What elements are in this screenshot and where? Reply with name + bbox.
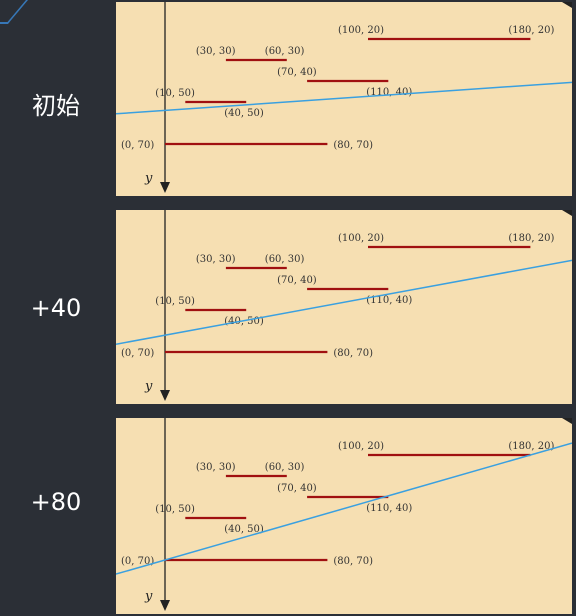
corner-accent <box>0 0 28 24</box>
segment-start-label: (0, 70) <box>121 556 154 567</box>
segment-start-label: (70, 40) <box>277 275 317 286</box>
segment-end-label: (110, 40) <box>366 295 412 306</box>
segment-start-label: (10, 50) <box>155 88 195 99</box>
panel-plus-80: y (100, 20) (180, 20) (30, 30) (60, 30) (70, … <box>116 418 572 614</box>
segment-start-label: (30, 30) <box>196 46 236 57</box>
segment-start-label: (70, 40) <box>277 67 317 78</box>
segment-end-label: (60, 30) <box>265 46 305 57</box>
segment-end-label: (60, 30) <box>265 254 305 265</box>
segment-end-label: (60, 30) <box>265 462 305 473</box>
row-label-plus-40: +40 <box>30 294 82 322</box>
y-axis-arrow-icon <box>160 182 170 193</box>
segment-start-label: (0, 70) <box>121 348 154 359</box>
segment-end-label: (110, 40) <box>366 87 412 98</box>
segment-end-label: (40, 50) <box>224 108 264 119</box>
panel-initial: y (100, 20) (180, 20) (30, 30) (60, 30) (70, … <box>116 2 572 196</box>
segment-end-label: (180, 20) <box>508 441 554 452</box>
sweep-line <box>116 259 572 345</box>
segment-start-label: (70, 40) <box>277 483 317 494</box>
segment-diagram-initial: y (100, 20) (180, 20) (30, 30) (60, 30) (70, … <box>116 2 572 193</box>
y-axis-label: y <box>144 171 153 186</box>
sweep-line <box>116 442 572 575</box>
x-axis-arrow-icon <box>562 210 572 216</box>
segment-end-label: (180, 20) <box>508 233 554 244</box>
y-axis-arrow-icon <box>160 390 170 401</box>
segment-start-label: (0, 70) <box>121 140 154 151</box>
segment-start-label: (100, 20) <box>338 233 384 244</box>
segment-end-label: (40, 50) <box>224 316 264 327</box>
segment-end-label: (80, 70) <box>333 348 373 359</box>
segment-start-label: (10, 50) <box>155 504 195 515</box>
row-label-initial: 初始 <box>32 92 80 120</box>
segment-start-label: (10, 50) <box>155 296 195 307</box>
x-axis-arrow-icon <box>562 2 572 8</box>
segment-start-label: (30, 30) <box>196 462 236 473</box>
x-axis-arrow-icon <box>562 418 572 424</box>
segment-end-label: (80, 70) <box>333 140 373 151</box>
y-axis-label: y <box>144 589 153 604</box>
y-axis-label: y <box>144 379 153 394</box>
segment-diagram-plus-40: y (100, 20) (180, 20) (30, 30) (60, 30) (70, … <box>116 210 572 401</box>
segment-end-label: (110, 40) <box>366 503 412 514</box>
segment-start-label: (100, 20) <box>338 441 384 452</box>
segment-end-label: (80, 70) <box>333 556 373 567</box>
segment-start-label: (100, 20) <box>338 25 384 36</box>
segment-start-label: (30, 30) <box>196 254 236 265</box>
row-label-plus-80: +80 <box>30 488 82 516</box>
segment-end-label: (180, 20) <box>508 25 554 36</box>
sweep-line <box>116 81 572 115</box>
segment-end-label: (40, 50) <box>224 524 264 535</box>
segment-diagram-plus-80: y (100, 20) (180, 20) (30, 30) (60, 30) (70, … <box>116 418 572 611</box>
y-axis-arrow-icon <box>160 600 170 611</box>
panel-plus-40: y (100, 20) (180, 20) (30, 30) (60, 30) (70, … <box>116 210 572 404</box>
